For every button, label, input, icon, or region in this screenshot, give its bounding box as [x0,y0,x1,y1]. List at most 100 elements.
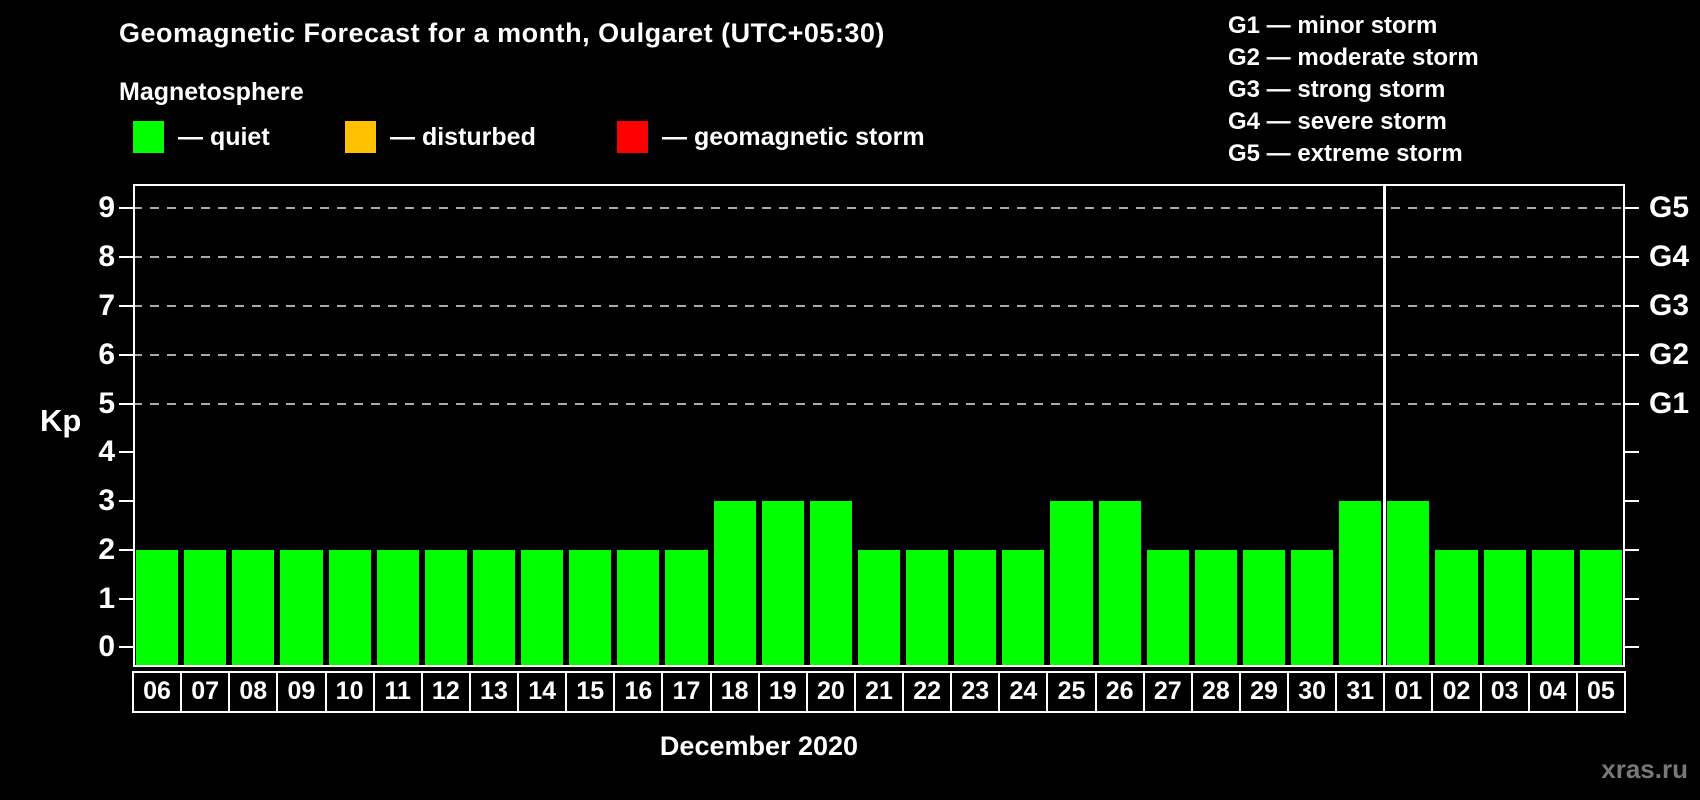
y-tick-left [119,548,133,551]
kp-bar-day-28 [1194,549,1237,665]
storm-scale-legend-line-1: G1 — minor storm [1228,12,1438,39]
kp-bar-day-20 [809,501,852,665]
gridline-kp6 [133,353,1625,356]
legend-item-quiet: — quiet [133,121,270,153]
kp-bar-day-15 [569,549,612,665]
magnetosphere-legend: — quiet — disturbed — geomagnetic storm [133,121,1033,155]
day-label-19: 19 [757,671,808,713]
y-tick-right [1625,207,1639,210]
kp-bar-day-05 [1579,549,1622,665]
kp-bar-day-22 [906,549,949,665]
kp-bar-day-03 [1483,549,1526,665]
legend-item-disturbed: — disturbed [345,121,536,153]
right-axis-label-G2: G2 [1649,337,1690,371]
y-tick-right [1625,500,1639,503]
day-label-25: 25 [1046,671,1097,713]
storm-scale-legend: G1 — minor storm G2 — moderate storm G3 — … [1228,10,1479,170]
y-tick-label-1: 1 [98,581,115,615]
y-tick-label-6: 6 [98,337,115,371]
y-tick-right [1625,451,1639,454]
day-label-31: 31 [1335,671,1386,713]
day-label-18: 18 [709,671,760,713]
legend-label: — geomagnetic storm [662,122,925,151]
y-tick-left [119,353,133,356]
day-label-21: 21 [853,671,905,713]
day-label-05: 05 [1575,671,1626,713]
y-tick-left [119,304,133,307]
day-label-24: 24 [998,671,1049,713]
kp-bar-day-17 [665,549,708,665]
day-label-17: 17 [661,671,712,713]
y-tick-left [119,451,133,454]
y-tick-left [119,646,133,649]
y-tick-right [1625,646,1639,649]
kp-bar-day-30 [1291,549,1334,665]
day-label-07: 07 [180,671,231,713]
x-axis-label: December 2020 [659,731,859,761]
y-tick-label-9: 9 [98,191,115,225]
kp-bar-day-12 [424,549,467,665]
storm-scale-legend-line-4: G4 — severe storm [1228,108,1447,135]
day-label-20: 20 [805,671,856,713]
kp-bar-day-06 [136,549,179,665]
y-tick-right [1625,402,1639,405]
legend-label: — quiet [178,122,270,151]
watermark: xras.ru [1601,754,1688,784]
y-tick-label-0: 0 [98,630,115,664]
y-tick-label-2: 2 [98,532,115,566]
kp-bar-day-23 [954,549,997,665]
y-tick-right [1625,304,1639,307]
y-tick-label-7: 7 [98,288,115,322]
y-tick-label-3: 3 [98,484,115,518]
legend-label: — disturbed [390,122,536,151]
gridline-kp7 [133,304,1625,307]
day-label-12: 12 [420,671,471,713]
gridline-kp5 [133,402,1625,405]
day-label-06: 06 [132,671,183,713]
legend-item-geomagnetic-storm: — geomagnetic storm [617,121,925,153]
day-label-10: 10 [324,671,375,713]
kp-bar-day-19 [761,501,804,665]
right-axis-label-G4: G4 [1649,240,1690,274]
y-tick-right [1625,353,1639,356]
storm-scale-legend-line-2: G2 — moderate storm [1228,44,1479,71]
kp-bar-day-29 [1242,549,1286,665]
y-tick-left [119,500,133,503]
day-label-27: 27 [1142,671,1193,713]
day-label-03: 03 [1479,671,1530,713]
kp-bar-day-02 [1435,549,1478,665]
kp-bar-day-11 [376,549,419,665]
day-label-01: 01 [1383,671,1434,713]
day-label-15: 15 [565,671,616,713]
day-label-28: 28 [1190,671,1241,713]
day-label-29: 29 [1238,671,1290,713]
day-label-04: 04 [1527,671,1578,713]
disturbed-color-swatch [345,121,376,153]
gridline-kp9 [133,207,1625,210]
day-label-02: 02 [1431,671,1482,713]
kp-bar-day-31 [1339,501,1382,665]
magnetosphere-legend-heading: Magnetosphere [119,78,304,106]
day-label-30: 30 [1287,671,1338,713]
y-tick-left [119,402,133,405]
y-tick-label-8: 8 [98,240,115,274]
kp-bar-day-08 [232,549,275,665]
page-title: Geomagnetic Forecast for a month, Oulgar… [119,18,885,48]
kp-bar-day-21 [857,549,901,665]
month-separator-line [1382,184,1386,667]
kp-bar-day-26 [1098,501,1141,665]
kp-bar-day-24 [1002,549,1045,665]
right-axis-label-G1: G1 [1649,386,1690,420]
plot-border [133,184,1625,667]
kp-bar-day-14 [521,549,564,665]
y-tick-left [119,207,133,210]
geomagnetic-storm-color-swatch [617,121,648,153]
quiet-color-swatch [133,121,164,153]
kp-bar-day-04 [1531,549,1574,665]
y-tick-right [1625,597,1639,600]
y-tick-right [1625,256,1639,259]
day-label-09: 09 [276,671,327,713]
right-axis-label-G5: G5 [1649,191,1690,225]
day-label-22: 22 [902,671,953,713]
